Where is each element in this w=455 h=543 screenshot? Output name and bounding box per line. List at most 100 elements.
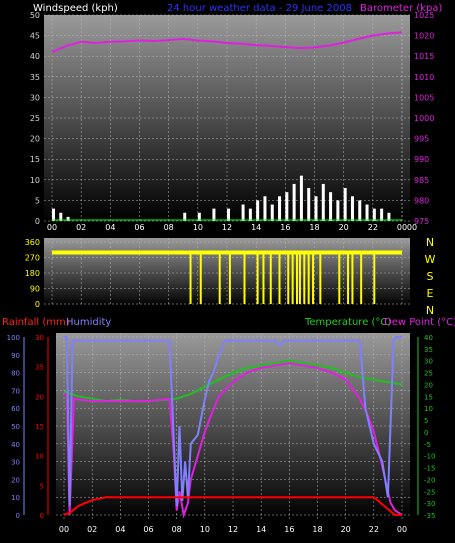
barometer-axis-title: Barometer (kpa) bbox=[360, 3, 442, 14]
temperature-tick-label: 10 bbox=[424, 405, 433, 413]
direction-series bbox=[52, 250, 402, 304]
wind-x-tick-label: 00 bbox=[47, 223, 57, 232]
temperature-axis-title: Temperature (°C) bbox=[304, 317, 391, 328]
chart-title: 24 hour weather data - 29 June 2008 bbox=[167, 3, 352, 14]
humidity-tick-label: 60 bbox=[11, 405, 20, 413]
wind-bar bbox=[52, 208, 55, 221]
wind-x-ticks: 00 02 04 06 08 10 12 14 16 18 20 22 00 00 bbox=[47, 223, 417, 232]
temperature-tick-label: 20 bbox=[424, 381, 433, 389]
wind-tick-label: 15 bbox=[30, 155, 40, 164]
wind-tick-label: 10 bbox=[30, 176, 40, 185]
wind-x-tick-label: 20 bbox=[339, 223, 349, 232]
environment-x-tick-label: 06 bbox=[143, 525, 153, 534]
wind-bar bbox=[212, 208, 216, 221]
humidity-tick-label: 90 bbox=[11, 352, 20, 360]
wind-bar bbox=[321, 183, 325, 221]
humidity-tick-label: 80 bbox=[11, 370, 20, 378]
wind-plot-area bbox=[44, 15, 410, 221]
wind-x-tick-label: 12 bbox=[222, 223, 232, 232]
humidity-tick-label: 10 bbox=[11, 494, 20, 502]
wind-bar bbox=[197, 212, 201, 221]
barometer-tick-label: 1005 bbox=[414, 93, 434, 102]
environment-x-tick-label: 10 bbox=[200, 525, 210, 534]
direction-y-ticks: 360 270 180 90 0 bbox=[25, 238, 40, 309]
wind-x-tick-label: 00 bbox=[407, 223, 417, 232]
wind-x-tick-label: 04 bbox=[105, 223, 115, 232]
wind-bar bbox=[358, 200, 362, 221]
temperature-line bbox=[63, 359, 403, 403]
wind-bar bbox=[350, 196, 354, 221]
temperature-tick-label: 30 bbox=[424, 358, 433, 366]
rainfall-line bbox=[63, 496, 402, 516]
environment-x-tick-label: 20 bbox=[341, 525, 351, 534]
wind-tick-label: 40 bbox=[30, 52, 40, 61]
barometer-tick-label: 985 bbox=[414, 176, 429, 185]
temperature-tick-label: -35 bbox=[424, 512, 435, 520]
temperature-tick-label: -5 bbox=[424, 441, 431, 449]
dew-point-line bbox=[64, 362, 403, 519]
environment-x-tick-label: 18 bbox=[312, 525, 322, 534]
rainfall-tick-label: 25 bbox=[35, 364, 44, 372]
wind-bar bbox=[307, 188, 311, 221]
barometer-tick-label: 980 bbox=[414, 196, 429, 205]
temperature-y-ticks: 40 35 30 25 20 15 10 5 0 -5 -10 -15 -20 -25 -30 -35 bbox=[417, 334, 435, 520]
wind-bar bbox=[256, 200, 260, 221]
barometer-tick-label: 1025 bbox=[414, 11, 434, 20]
wind-bar bbox=[314, 196, 318, 221]
environment-x-tick-label: 16 bbox=[284, 525, 294, 534]
barometer-y-ticks: 1025 1020 1015 1010 1005 1000 995 990 985 980 975 bbox=[414, 11, 434, 226]
wind-bar bbox=[336, 200, 340, 221]
wind-x-tick-label: 16 bbox=[280, 223, 290, 232]
temperature-tick-label: -30 bbox=[424, 500, 435, 508]
environment-x-tick-label: 02 bbox=[87, 525, 97, 534]
barometer-tick-label: 1015 bbox=[414, 52, 434, 61]
wind-bar bbox=[183, 212, 187, 221]
wind-tick-label: 5 bbox=[35, 196, 40, 205]
wind-tick-label: 25 bbox=[30, 114, 40, 123]
compass-label: W bbox=[425, 253, 436, 266]
wind-bar bbox=[263, 196, 267, 221]
wind-x-tick-label: 14 bbox=[251, 223, 261, 232]
direction-tick-label: 90 bbox=[30, 285, 40, 294]
barometer-tick-label: 1010 bbox=[414, 73, 434, 82]
wind-x-tick-label: 10 bbox=[193, 223, 203, 232]
compass-label: N bbox=[426, 304, 434, 317]
environment-x-tick-label: 00 bbox=[59, 525, 69, 534]
wind-bar bbox=[241, 204, 245, 221]
temperature-tick-label: -10 bbox=[424, 453, 435, 461]
wind-bar bbox=[299, 175, 303, 221]
windspeed-axis-title: Windspeed (kph) bbox=[33, 3, 118, 14]
rainfall-tick-label: 10 bbox=[35, 453, 44, 461]
barometer-tick-label: 995 bbox=[414, 135, 429, 144]
dew-point-axis-title: Dew Point (°C) bbox=[384, 317, 455, 328]
wind-bars bbox=[52, 175, 402, 221]
wind-bar bbox=[278, 196, 282, 221]
wind-bar bbox=[372, 208, 376, 221]
environment-x-tick-label: 04 bbox=[115, 525, 125, 534]
environment-x-tick-label: 14 bbox=[256, 525, 266, 534]
wind-bar bbox=[343, 188, 347, 221]
compass-label: N bbox=[426, 236, 434, 249]
rainfall-tick-label: 15 bbox=[35, 423, 44, 431]
environment-x-tick-label: 22 bbox=[369, 525, 379, 534]
wind-tick-label: 20 bbox=[30, 135, 40, 144]
wind-bar bbox=[227, 208, 230, 221]
wind-grid bbox=[44, 14, 410, 222]
wind-bar bbox=[66, 216, 70, 221]
rainfall-tick-label: 0 bbox=[40, 512, 44, 520]
wind-x-tick-label: 00 bbox=[397, 223, 407, 232]
wind-tick-label: 45 bbox=[30, 32, 40, 41]
humidity-tick-label: 30 bbox=[11, 459, 20, 467]
temperature-tick-label: -25 bbox=[424, 488, 435, 496]
environment-x-tick-label: 08 bbox=[172, 525, 182, 534]
wind-bar bbox=[365, 204, 369, 221]
temperature-tick-label: 25 bbox=[424, 370, 433, 378]
compass-label: E bbox=[427, 287, 434, 300]
humidity-tick-label: 20 bbox=[11, 476, 20, 484]
temperature-tick-label: -15 bbox=[424, 465, 435, 473]
